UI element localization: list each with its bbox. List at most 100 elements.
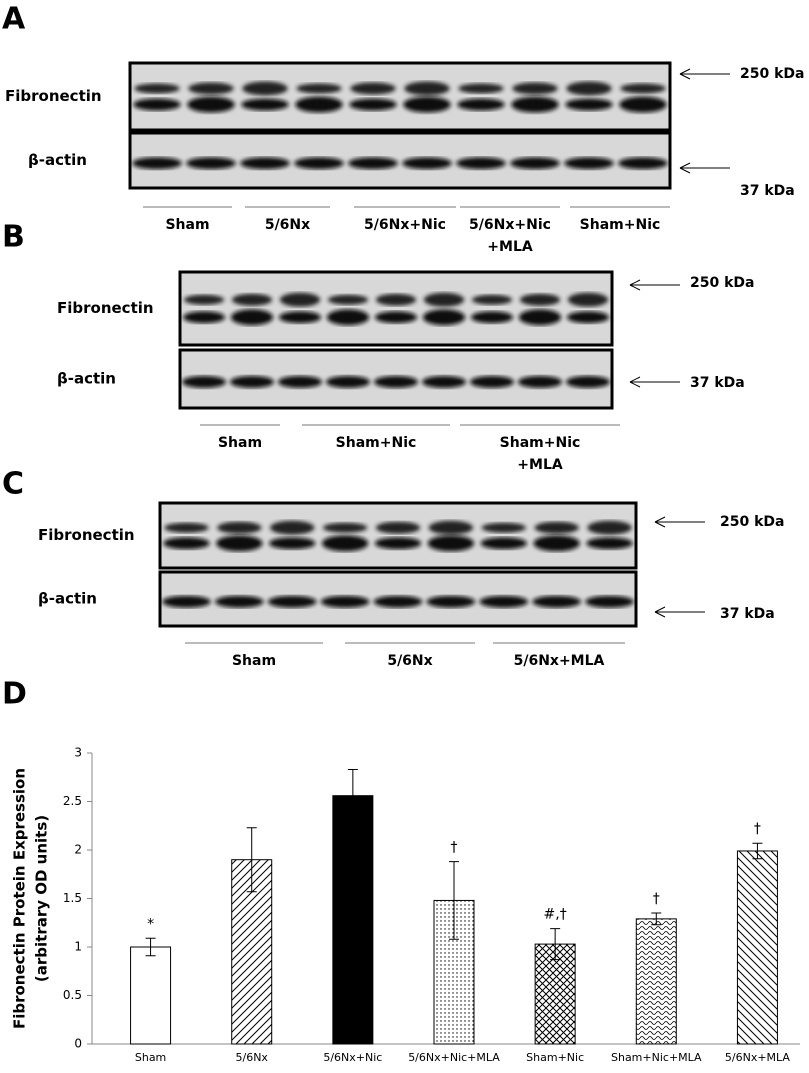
- x-tick-label: 5/6Nx+MLA: [725, 1051, 791, 1064]
- x-tick-label: 5/6Nx: [235, 1051, 268, 1064]
- band: [375, 521, 421, 534]
- annotation: †: [653, 891, 660, 907]
- band: [132, 157, 182, 170]
- band: [278, 311, 322, 324]
- error-bar: [449, 861, 459, 940]
- band: [567, 292, 609, 307]
- group-label: Sham: [218, 435, 262, 451]
- band: [566, 81, 612, 96]
- group-label: 5/6Nx+MLA: [514, 653, 605, 669]
- band: [480, 537, 528, 550]
- group-label: Sham+Nic: [500, 435, 581, 451]
- group-label: 5/6Nx: [265, 217, 310, 233]
- band: [279, 292, 321, 307]
- band: [181, 375, 227, 388]
- band: [481, 522, 526, 533]
- band: [585, 595, 634, 608]
- arrow: [679, 68, 730, 80]
- band: [325, 375, 371, 388]
- band: [421, 375, 467, 388]
- y-tick-label: 1: [74, 940, 82, 954]
- y-tick-label: 2.5: [63, 794, 82, 808]
- x-tick-label: Sham+Nic: [526, 1051, 584, 1064]
- band: [326, 309, 370, 326]
- band: [320, 595, 370, 608]
- band: [564, 157, 614, 170]
- band: [423, 292, 465, 307]
- band: [519, 293, 561, 306]
- band: [163, 537, 210, 550]
- band: [374, 311, 418, 324]
- band: [162, 595, 211, 608]
- band: [241, 98, 289, 111]
- blot-frame: [178, 270, 614, 347]
- bar: [130, 946, 172, 1045]
- panel-letter: C: [2, 467, 24, 502]
- band: [566, 311, 610, 324]
- band: [404, 81, 450, 96]
- group-label: Sham+Nic: [580, 217, 661, 233]
- annotation: †: [754, 821, 761, 837]
- band: [510, 157, 560, 170]
- band: [322, 522, 368, 533]
- group-label: +MLA: [517, 457, 563, 473]
- band: [470, 311, 514, 324]
- row-label: Fibronectin: [5, 87, 102, 105]
- band: [426, 595, 476, 608]
- band: [349, 98, 397, 111]
- y-tick-label: 3: [74, 746, 82, 760]
- annotation: *: [147, 916, 154, 932]
- band: [270, 520, 315, 535]
- band: [375, 293, 417, 306]
- bar: [332, 795, 374, 1045]
- band: [321, 535, 369, 552]
- band: [518, 309, 562, 326]
- panel-letter: A: [2, 2, 26, 37]
- panel-letter: B: [2, 220, 25, 255]
- bar: [635, 918, 677, 1045]
- band: [587, 520, 632, 535]
- y-tick-label: 1.5: [63, 891, 82, 905]
- band: [618, 157, 668, 170]
- row-label: β-actin: [57, 370, 116, 388]
- row-label: Fibronectin: [38, 526, 135, 544]
- band: [242, 81, 288, 96]
- x-tick-label: 5/6Nx+Nic+MLA: [408, 1051, 500, 1064]
- band: [427, 535, 475, 552]
- band: [457, 98, 505, 111]
- panel-letter: D: [2, 677, 27, 712]
- marker-label: 250 kDa: [740, 66, 804, 82]
- band: [458, 83, 504, 94]
- band: [240, 157, 290, 170]
- x-tick-label: 5/6Nx+Nic: [323, 1051, 382, 1064]
- x-tick-label: Sham+Nic+MLA: [611, 1051, 702, 1064]
- row-label: β-actin: [38, 590, 97, 608]
- band: [373, 375, 419, 388]
- marker-label: 37 kDa: [740, 183, 795, 199]
- row-label: β-actin: [28, 151, 87, 169]
- band: [268, 537, 316, 550]
- group-label: Sham: [165, 217, 209, 233]
- band: [620, 83, 666, 94]
- band: [327, 294, 369, 305]
- annotation: †: [451, 840, 458, 856]
- error-bar: [347, 768, 358, 823]
- blot-frame: [158, 501, 638, 570]
- bar: [534, 943, 576, 1045]
- band: [565, 98, 613, 111]
- band: [350, 82, 396, 95]
- band: [216, 535, 263, 552]
- arrow: [629, 376, 680, 388]
- band: [217, 521, 262, 534]
- band: [133, 98, 181, 111]
- error-bar: [246, 827, 257, 893]
- band: [215, 595, 264, 608]
- band: [373, 595, 423, 608]
- error-bar: [752, 842, 763, 860]
- band: [456, 157, 506, 170]
- band: [469, 375, 515, 388]
- row-label: Fibronectin: [57, 299, 154, 317]
- band: [428, 520, 474, 535]
